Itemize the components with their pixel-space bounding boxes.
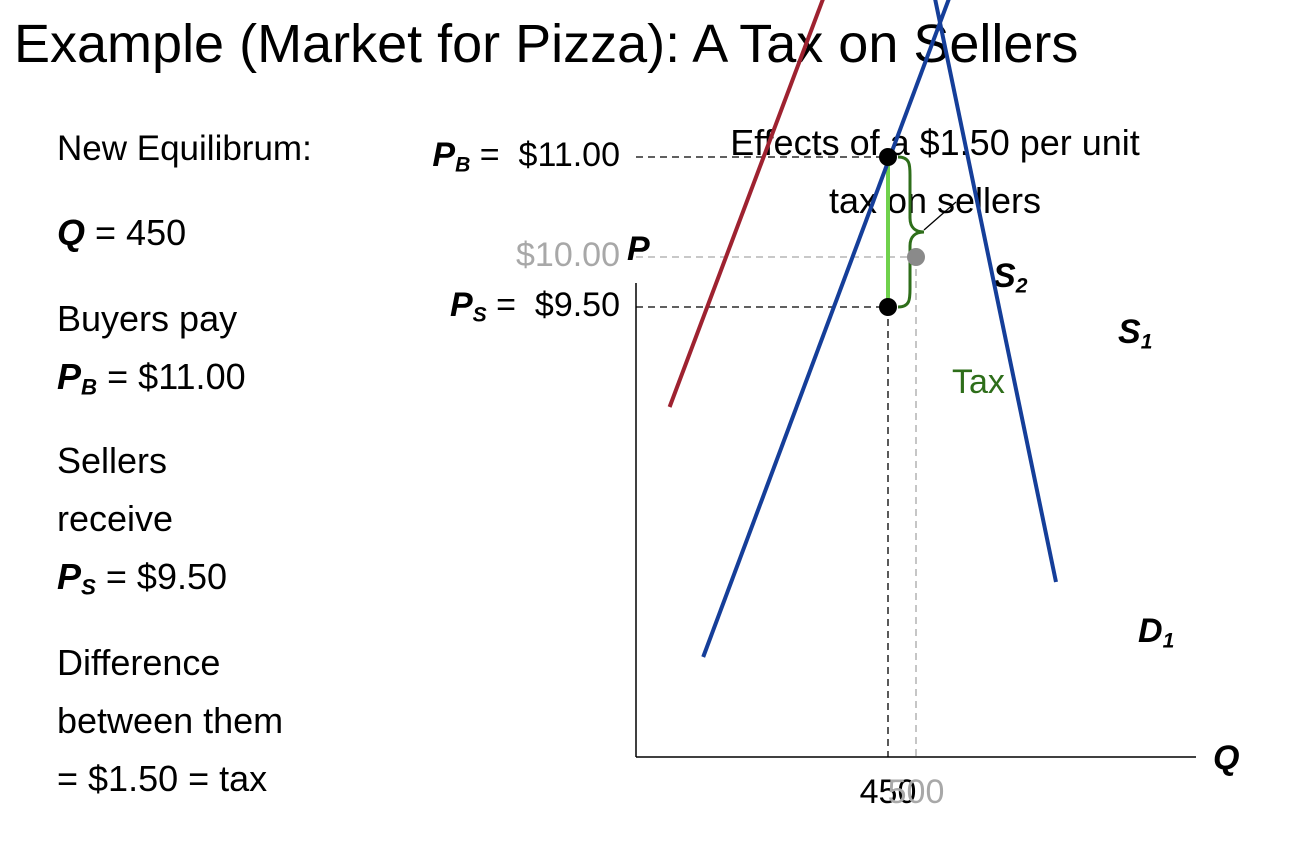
q-value: = 450 <box>85 212 187 253</box>
quantity-line: Q = 450 <box>57 204 186 262</box>
between-them-text: between them <box>57 700 284 741</box>
tax-pointer-line <box>923 201 957 231</box>
pb-subscript: B <box>81 374 98 400</box>
y-tick-label-1: $10.00 <box>516 236 620 274</box>
new-equilibrium-heading: New Equilibrum: <box>57 129 312 168</box>
demand-curve-d1 <box>933 0 1058 583</box>
chart-title-line-2: tax on sellers <box>828 180 1042 221</box>
sellers-price-line: PS = $9.50 <box>57 548 227 606</box>
receive-text: receive <box>57 498 174 539</box>
ps-value: = $9.50 <box>95 556 228 597</box>
supply-curve-s2 <box>667 0 825 408</box>
difference-text: Difference <box>57 642 221 683</box>
chart-title-line-1: Effects of a $1.50 per unit <box>730 122 1140 163</box>
demand-label-d1: D1 <box>1138 612 1175 653</box>
buyer-price-point <box>879 148 897 166</box>
pb-label: PB <box>57 356 98 400</box>
q-label: Q <box>57 212 86 253</box>
original-equilibrium-point <box>907 248 925 266</box>
buyers-price-line: PB = $11.00 <box>57 348 246 406</box>
tax-difference-text: = $1.50 = tax <box>57 758 268 799</box>
supply-label-s1: S1 <box>1118 313 1153 354</box>
supply-curve-s1 <box>701 0 951 658</box>
pb-value: = $11.00 <box>97 356 246 397</box>
ps-subscript: S <box>81 574 96 600</box>
buyers-pay-text: Buyers pay <box>57 298 238 339</box>
y-tick-label-0: PB = $11.00 <box>432 136 620 177</box>
y-axis-label: P <box>627 230 650 268</box>
x-axis-label: Q <box>1213 739 1240 777</box>
supply-label-s2: S2 <box>993 257 1028 298</box>
chart-title: Effects of a $1.50 per unit tax on selle… <box>650 114 1220 230</box>
x-tick-label-1: 500 <box>887 773 945 811</box>
tax-label: Tax <box>952 363 1005 401</box>
ps-label: PS <box>57 556 96 600</box>
y-tick-label-2: PS = $9.50 <box>449 286 620 327</box>
x-tick-label-0: 450 <box>859 773 917 811</box>
tax-brace <box>897 155 925 309</box>
seller-price-point <box>879 298 897 316</box>
sellers-text: Sellers <box>57 440 168 481</box>
slide-title: Example (Market for Pizza): A Tax on Sel… <box>14 14 1079 74</box>
